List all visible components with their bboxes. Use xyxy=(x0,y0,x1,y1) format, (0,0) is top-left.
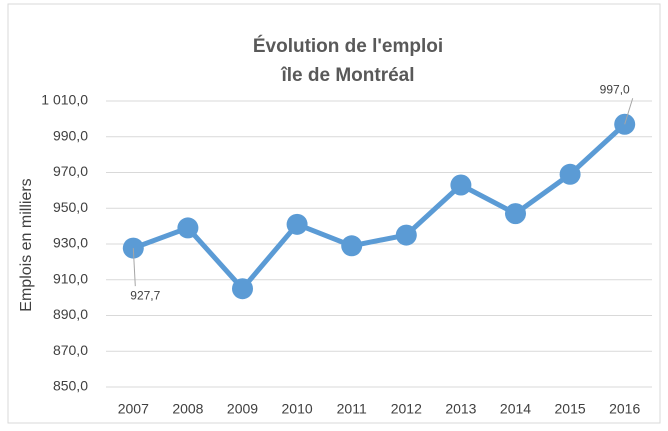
data-point xyxy=(450,174,472,196)
data-point xyxy=(232,278,253,300)
y-axis-label: Emplois en milliers xyxy=(18,178,35,311)
x-tick-label: 2007 xyxy=(118,401,149,417)
y-tick-label: 970,0 xyxy=(53,163,88,179)
y-tick-label: 930,0 xyxy=(53,235,88,251)
x-tick-label: 2011 xyxy=(337,401,367,417)
x-tick-label: 2013 xyxy=(445,401,476,417)
x-tick-label: 2014 xyxy=(500,401,531,417)
chart-border xyxy=(7,3,661,424)
y-tick-label: 910,0 xyxy=(53,270,88,286)
leader-line xyxy=(624,98,634,125)
y-tick-label: 850,0 xyxy=(53,378,88,394)
x-tick-label: 2008 xyxy=(172,401,203,417)
leader-line xyxy=(132,248,136,287)
data-point xyxy=(177,217,199,239)
data-point xyxy=(341,235,363,257)
data-point xyxy=(505,203,526,225)
data-label: 927,7 xyxy=(130,288,160,302)
x-tick-label: 2010 xyxy=(282,401,313,417)
data-point xyxy=(395,224,417,246)
data-point xyxy=(286,213,308,235)
x-tick-label: 2012 xyxy=(391,401,422,417)
y-tick-label: 890,0 xyxy=(53,306,88,322)
series-line xyxy=(132,122,627,292)
data-label: 997,0 xyxy=(600,82,630,96)
x-tick-label: 2009 xyxy=(227,401,258,417)
y-tick-label: 1 010,0 xyxy=(41,92,88,108)
y-tick-label: 950,0 xyxy=(53,199,88,215)
y-tick-label: 870,0 xyxy=(53,342,88,358)
x-tick-label: 2015 xyxy=(555,401,586,417)
y-tick-label: 990,0 xyxy=(53,127,88,143)
chart-subtitle: île de Montréal xyxy=(280,65,414,86)
x-tick-label: 2016 xyxy=(609,401,640,417)
chart-title: Évolution de l'emploi xyxy=(253,35,443,57)
data-point xyxy=(559,163,581,185)
